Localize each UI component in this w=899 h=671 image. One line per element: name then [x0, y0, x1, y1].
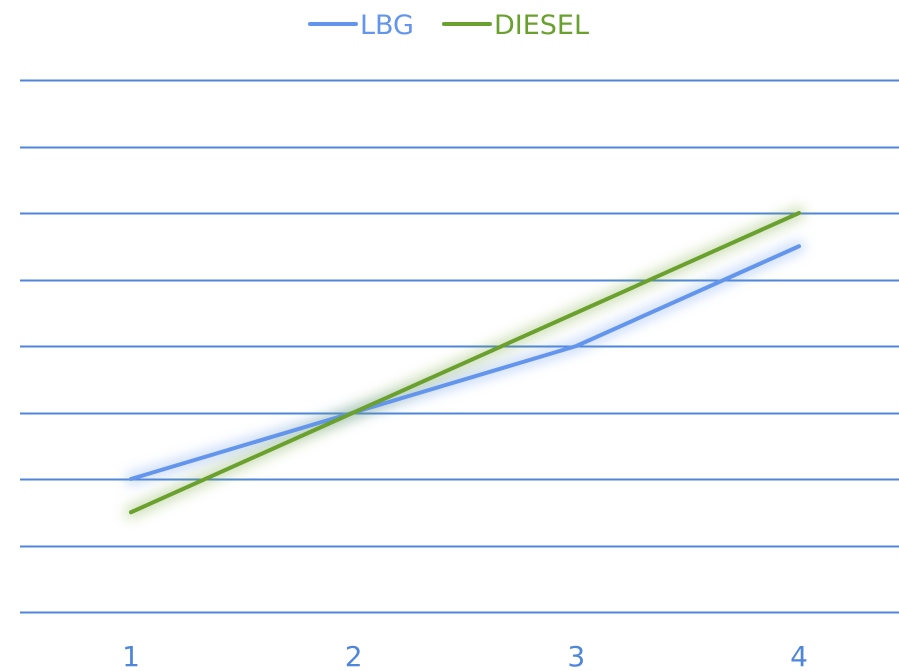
series-layer [129, 211, 801, 515]
legend-label-diesel: DIESEL [494, 10, 589, 41]
series-line-lbg [129, 244, 801, 481]
x-axis-ticks: 1 2 3 4 [122, 640, 808, 671]
x-tick-label: 4 [790, 640, 808, 671]
series-line-diesel [129, 211, 801, 515]
x-tick-label: 3 [567, 640, 585, 671]
gridlines [20, 79, 899, 614]
x-tick-label: 1 [122, 640, 140, 671]
chart-legend: LBG DIESEL [307, 10, 589, 41]
x-tick-label: 2 [345, 640, 363, 671]
legend-label-lbg: LBG [360, 10, 414, 41]
